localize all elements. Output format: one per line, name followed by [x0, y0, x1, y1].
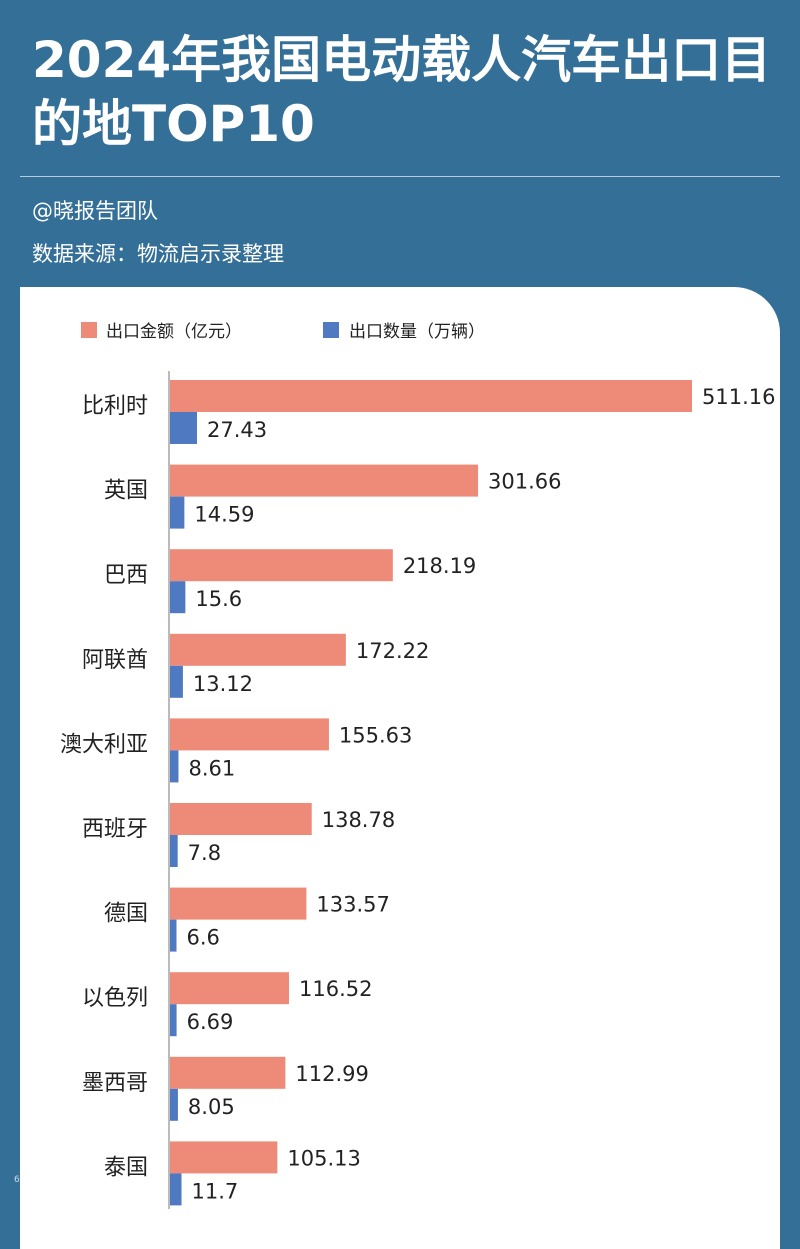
quantity-value-label: 14.59 [194, 503, 254, 527]
quantity-bar [170, 496, 185, 529]
quantity-bar [170, 750, 179, 783]
amount-value-label: 116.52 [299, 977, 372, 1001]
quantity-bar [170, 1004, 177, 1037]
amount-value-label: 105.13 [287, 1146, 360, 1170]
amount-value-label: 218.19 [403, 554, 476, 578]
quantity-bar [170, 665, 183, 698]
category-label: 英国 [104, 479, 148, 504]
legend-label-quantity: 出口数量（万辆） [349, 322, 485, 342]
category-label: 以色列 [82, 986, 148, 1011]
category-label: 德国 [104, 902, 148, 927]
quantity-value-label: 6.69 [187, 1010, 234, 1034]
category-label: 泰国 [104, 1155, 148, 1180]
header-divider [20, 176, 780, 177]
amount-bar [170, 803, 312, 835]
quantity-bar [170, 581, 186, 614]
quantity-value-label: 11.7 [192, 1179, 239, 1203]
amount-bar [170, 380, 692, 412]
quantity-value-label: 8.05 [188, 1095, 235, 1119]
category-label: 西班牙 [82, 817, 148, 842]
quantity-value-label: 6.6 [186, 926, 219, 950]
quantity-value-label: 8.61 [188, 756, 235, 780]
category-label: 阿联酋 [82, 648, 148, 673]
amount-bar [170, 1056, 286, 1089]
amount-bar [170, 972, 289, 1005]
data-source: 数据来源：物流启示录整理 [32, 242, 284, 266]
page-title: 2024年我国电动载人汽车出口目的地TOP10 [32, 31, 772, 153]
category-label: 澳大利亚 [60, 732, 148, 757]
watermark-line-2: 6PARK.COM [14, 1175, 76, 1185]
quantity-value-label: 7.8 [188, 841, 221, 865]
quantity-value-label: 15.6 [195, 587, 242, 611]
bar-chart: 出口金额（亿元） 出口数量（万辆） 比利时 511.16 27.43 英国 301.66 14… [60, 322, 775, 1209]
legend-swatch-amount [81, 322, 97, 338]
quantity-bar [170, 1088, 178, 1121]
amount-bar [170, 549, 393, 582]
quantity-value-label: 13.12 [193, 672, 253, 696]
watermark-line-1: 留园社区 [24, 1164, 65, 1174]
amount-bar [170, 887, 307, 920]
legend-label-amount: 出口金额（亿元） [106, 322, 242, 342]
watermark: 留园社区 6PARK.COM [8, 1164, 82, 1186]
amount-bar [170, 633, 346, 666]
legend-swatch-quantity [323, 322, 339, 338]
amount-value-label: 172.22 [356, 639, 429, 663]
category-label: 比利时 [82, 394, 148, 419]
category-label: 墨西哥 [82, 1071, 148, 1096]
amount-bar [170, 718, 329, 751]
author-credit: @晓报告团队 [32, 199, 158, 223]
amount-bar [170, 1141, 278, 1174]
amount-value-label: 138.78 [322, 808, 395, 832]
quantity-bar [170, 835, 178, 867]
amount-value-label: 155.63 [339, 723, 412, 747]
amount-value-label: 112.99 [295, 1062, 368, 1086]
category-label: 巴西 [104, 563, 148, 588]
amount-bar [170, 464, 479, 497]
amount-value-label: 301.66 [488, 470, 561, 494]
amount-value-label: 133.57 [316, 893, 389, 917]
quantity-bar [170, 412, 197, 444]
amount-value-label: 511.16 [702, 385, 775, 409]
quantity-bar [170, 919, 177, 952]
quantity-bar [170, 1173, 182, 1206]
quantity-value-label: 27.43 [207, 418, 267, 442]
chart-card: 出口金额（亿元） 出口数量（万辆） 比利时 511.16 27.43 英国 301.66 14… [20, 287, 780, 1249]
